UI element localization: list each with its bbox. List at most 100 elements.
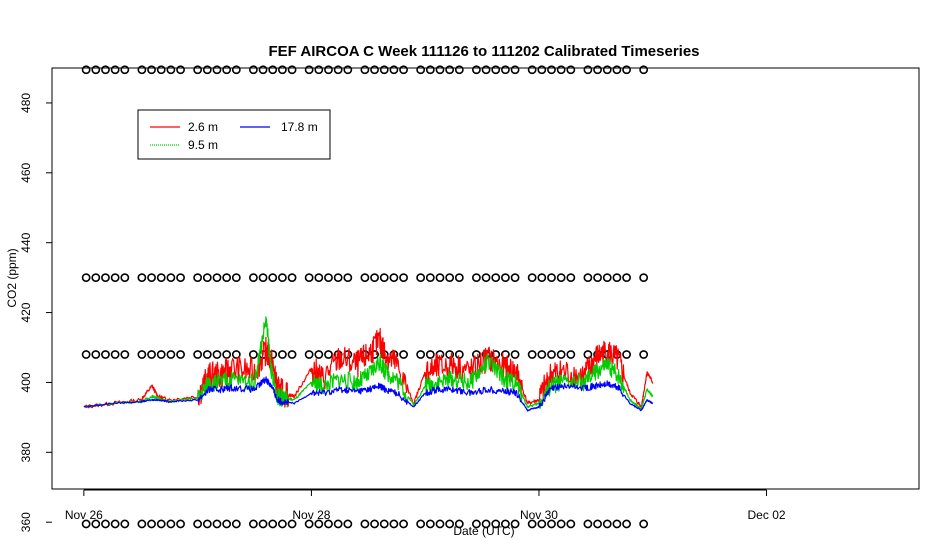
calibration-point: [425, 350, 435, 359]
calibration-point: [91, 65, 101, 75]
x-axis: Nov 26 Nov 28 Nov 30 Dec 02: [65, 489, 786, 522]
calibration-point: [110, 350, 120, 359]
calibration-point: [360, 65, 370, 75]
calibration-point: [399, 350, 408, 359]
calibration-point: [471, 350, 481, 359]
calibration-point: [547, 350, 556, 359]
calibration-point: [343, 65, 353, 75]
calibration-point: [231, 519, 241, 529]
calibration-point: [278, 519, 287, 529]
calibration-point: [602, 273, 612, 283]
calibration-point: [212, 519, 222, 529]
calibration-point: [370, 273, 379, 283]
calibration-point: [537, 350, 547, 359]
calibration-point: [537, 273, 547, 283]
calibration-point: [445, 519, 455, 529]
calibration-point: [416, 519, 426, 529]
calibration-point: [379, 519, 389, 529]
calibration-point: [222, 65, 232, 75]
calibration-point: [425, 65, 435, 75]
calibration-point: [593, 519, 602, 529]
calibration-point: [622, 350, 631, 359]
calibration-point: [147, 350, 156, 359]
calibration-point: [258, 273, 268, 283]
calibration-point: [510, 65, 520, 75]
calibration-point: [454, 519, 464, 529]
legend: 2.6 m 17.8 m 9.5 m: [137, 109, 331, 160]
calibration-point: [304, 273, 314, 283]
legend-label-9-5m: 9.5 m: [188, 138, 218, 152]
calibration-point: [147, 65, 156, 75]
calibration-point: [231, 273, 241, 283]
calibration-point: [435, 519, 445, 529]
calibration-point: [324, 65, 333, 75]
y-tick-label: 460: [19, 162, 33, 182]
calibration-point: [156, 65, 166, 75]
calibration-point: [101, 273, 110, 283]
calibration-point: [101, 65, 110, 75]
calibration-point: [193, 273, 203, 283]
y-tick-label: 440: [19, 232, 33, 252]
calibration-point: [547, 273, 556, 283]
calibration-point: [527, 350, 537, 359]
x-tick-label: Nov 28: [292, 508, 330, 522]
series-lines: [83, 316, 654, 412]
calibration-point: [287, 65, 297, 75]
calibration-point: [566, 273, 576, 283]
calibration-point: [101, 519, 110, 529]
calibration-point: [166, 273, 176, 283]
calibration-point: [622, 65, 631, 75]
calibration-point: [202, 350, 212, 359]
calibration-point: [176, 273, 185, 283]
calibration-point: [454, 350, 464, 359]
calibration-point: [137, 519, 147, 529]
calibration-point: [501, 273, 510, 283]
y-tick-label: 380: [19, 442, 33, 462]
calibration-point: [491, 350, 501, 359]
calibration-point: [248, 519, 258, 529]
calibration-point: [547, 519, 556, 529]
calibration-point: [333, 65, 343, 75]
calibration-point: [501, 65, 510, 75]
calibration-point: [81, 65, 91, 75]
calibration-point: [556, 519, 566, 529]
calibration-point: [370, 519, 379, 529]
x-axis-label: Date (UTC): [453, 524, 514, 538]
calibration-point: [324, 273, 333, 283]
calibration-point: [81, 519, 91, 529]
calibration-point: [304, 350, 314, 359]
calibration-point: [416, 350, 426, 359]
calibration-point: [324, 350, 333, 359]
series-line-17-8-m: [83, 376, 654, 412]
calibration-point: [120, 350, 130, 359]
calibration-point: [435, 65, 445, 75]
legend-label-17-8m: 17.8 m: [281, 120, 318, 134]
calibration-point: [137, 350, 147, 359]
calibration-point: [222, 350, 232, 359]
calibration-point: [527, 273, 537, 283]
y-axis: 360 380 400 420 440 460 480: [19, 93, 52, 532]
calibration-point: [602, 65, 612, 75]
calibration-point: [537, 519, 547, 529]
calibration-point: [324, 519, 333, 529]
calibration-point: [593, 65, 602, 75]
calibration-point: [268, 273, 278, 283]
calibration-point: [231, 65, 241, 75]
calibration-point: [287, 273, 297, 283]
calibration-point: [101, 350, 110, 359]
calibration-point: [537, 65, 547, 75]
calibration-point: [583, 350, 593, 359]
calibration-point: [212, 65, 222, 75]
calibration-point: [110, 273, 120, 283]
calibration-point: [91, 273, 101, 283]
x-tick-label: Nov 30: [520, 508, 558, 522]
x-tick-label: Nov 26: [65, 508, 103, 522]
calibration-point: [547, 65, 556, 75]
calibration-point: [333, 519, 343, 529]
calibration-point: [389, 65, 399, 75]
calibration-point: [639, 350, 649, 359]
calibration-point: [425, 273, 435, 283]
calibration-point: [583, 273, 593, 283]
calibration-point: [91, 350, 101, 359]
